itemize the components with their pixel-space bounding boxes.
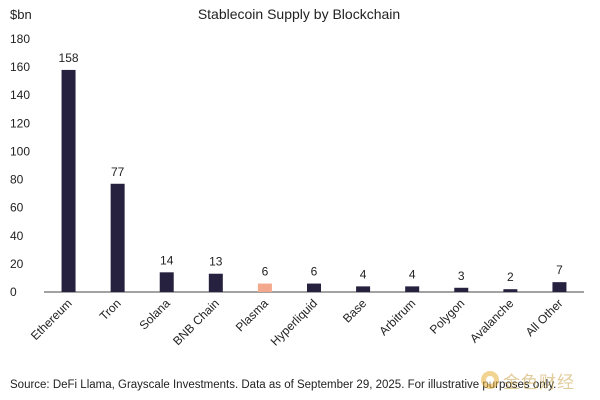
y-tick-label: 40 bbox=[10, 229, 24, 243]
x-tick-label: BNB Chain bbox=[170, 296, 222, 348]
data-label: 4 bbox=[409, 267, 416, 281]
bar-avalanche bbox=[503, 289, 518, 292]
bar-bnb-chain bbox=[208, 273, 223, 292]
bars-group bbox=[61, 69, 567, 292]
x-tick-label: All Other bbox=[523, 296, 566, 339]
bar-plasma bbox=[257, 283, 272, 292]
data-label: 158 bbox=[59, 51, 79, 65]
y-tick-label: 80 bbox=[10, 173, 24, 187]
data-label: 6 bbox=[262, 265, 269, 279]
y-tick-label: 20 bbox=[10, 257, 24, 271]
bar-base bbox=[356, 286, 371, 292]
x-tick-label: Solana bbox=[137, 296, 174, 333]
x-tick-label: Hyperliquid bbox=[268, 296, 320, 348]
data-label: 2 bbox=[507, 270, 514, 284]
y-tick-label: 0 bbox=[10, 285, 17, 299]
x-tick-label: Ethereum bbox=[28, 296, 75, 343]
data-label: 13 bbox=[209, 255, 223, 269]
data-label: 77 bbox=[111, 165, 125, 179]
bar-ethereum bbox=[61, 69, 76, 292]
bar-tron bbox=[110, 183, 125, 292]
y-tick-label: 160 bbox=[10, 60, 30, 74]
watermark-text: 金色财经 bbox=[503, 372, 575, 393]
y-tick-label: 180 bbox=[10, 32, 30, 46]
bar-hyperliquid bbox=[307, 283, 321, 292]
watermark-logo-icon bbox=[481, 371, 499, 389]
data-labels-group: 158 77 14 13 6 6 4 4 3 2 7 bbox=[59, 51, 564, 284]
x-tick-label: Polygon bbox=[427, 296, 468, 337]
x-tick-label: Tron bbox=[97, 296, 124, 323]
y-tick-label: 120 bbox=[10, 116, 30, 130]
bar-arbitrum bbox=[405, 286, 420, 292]
bar-all-other bbox=[552, 282, 567, 292]
data-label: 3 bbox=[458, 269, 465, 283]
y-axis-unit: $bn bbox=[10, 7, 32, 22]
data-label: 4 bbox=[360, 267, 367, 281]
bar-polygon bbox=[454, 287, 469, 292]
source-note: Source: DeFi Llama, Grayscale Investment… bbox=[10, 379, 557, 391]
data-label: 7 bbox=[556, 263, 563, 277]
y-tick-label: 140 bbox=[10, 88, 30, 102]
y-tick-label: 60 bbox=[10, 201, 24, 215]
x-tick-label: Arbitrum bbox=[376, 296, 418, 338]
y-tick-label: 100 bbox=[10, 144, 30, 158]
watermark: 金色财经 bbox=[481, 366, 593, 394]
data-label: 6 bbox=[311, 265, 318, 279]
x-tick-label: Plasma bbox=[233, 296, 271, 334]
bar-solana bbox=[159, 272, 174, 292]
x-tick-label: Base bbox=[340, 296, 369, 325]
y-axis-ticks: 0 20 40 60 80 100 120 140 160 180 bbox=[10, 32, 30, 299]
x-tick-label: Avalanche bbox=[467, 296, 517, 346]
data-label: 14 bbox=[160, 253, 174, 267]
chart-title: Stablecoin Supply by Blockchain bbox=[198, 6, 400, 22]
